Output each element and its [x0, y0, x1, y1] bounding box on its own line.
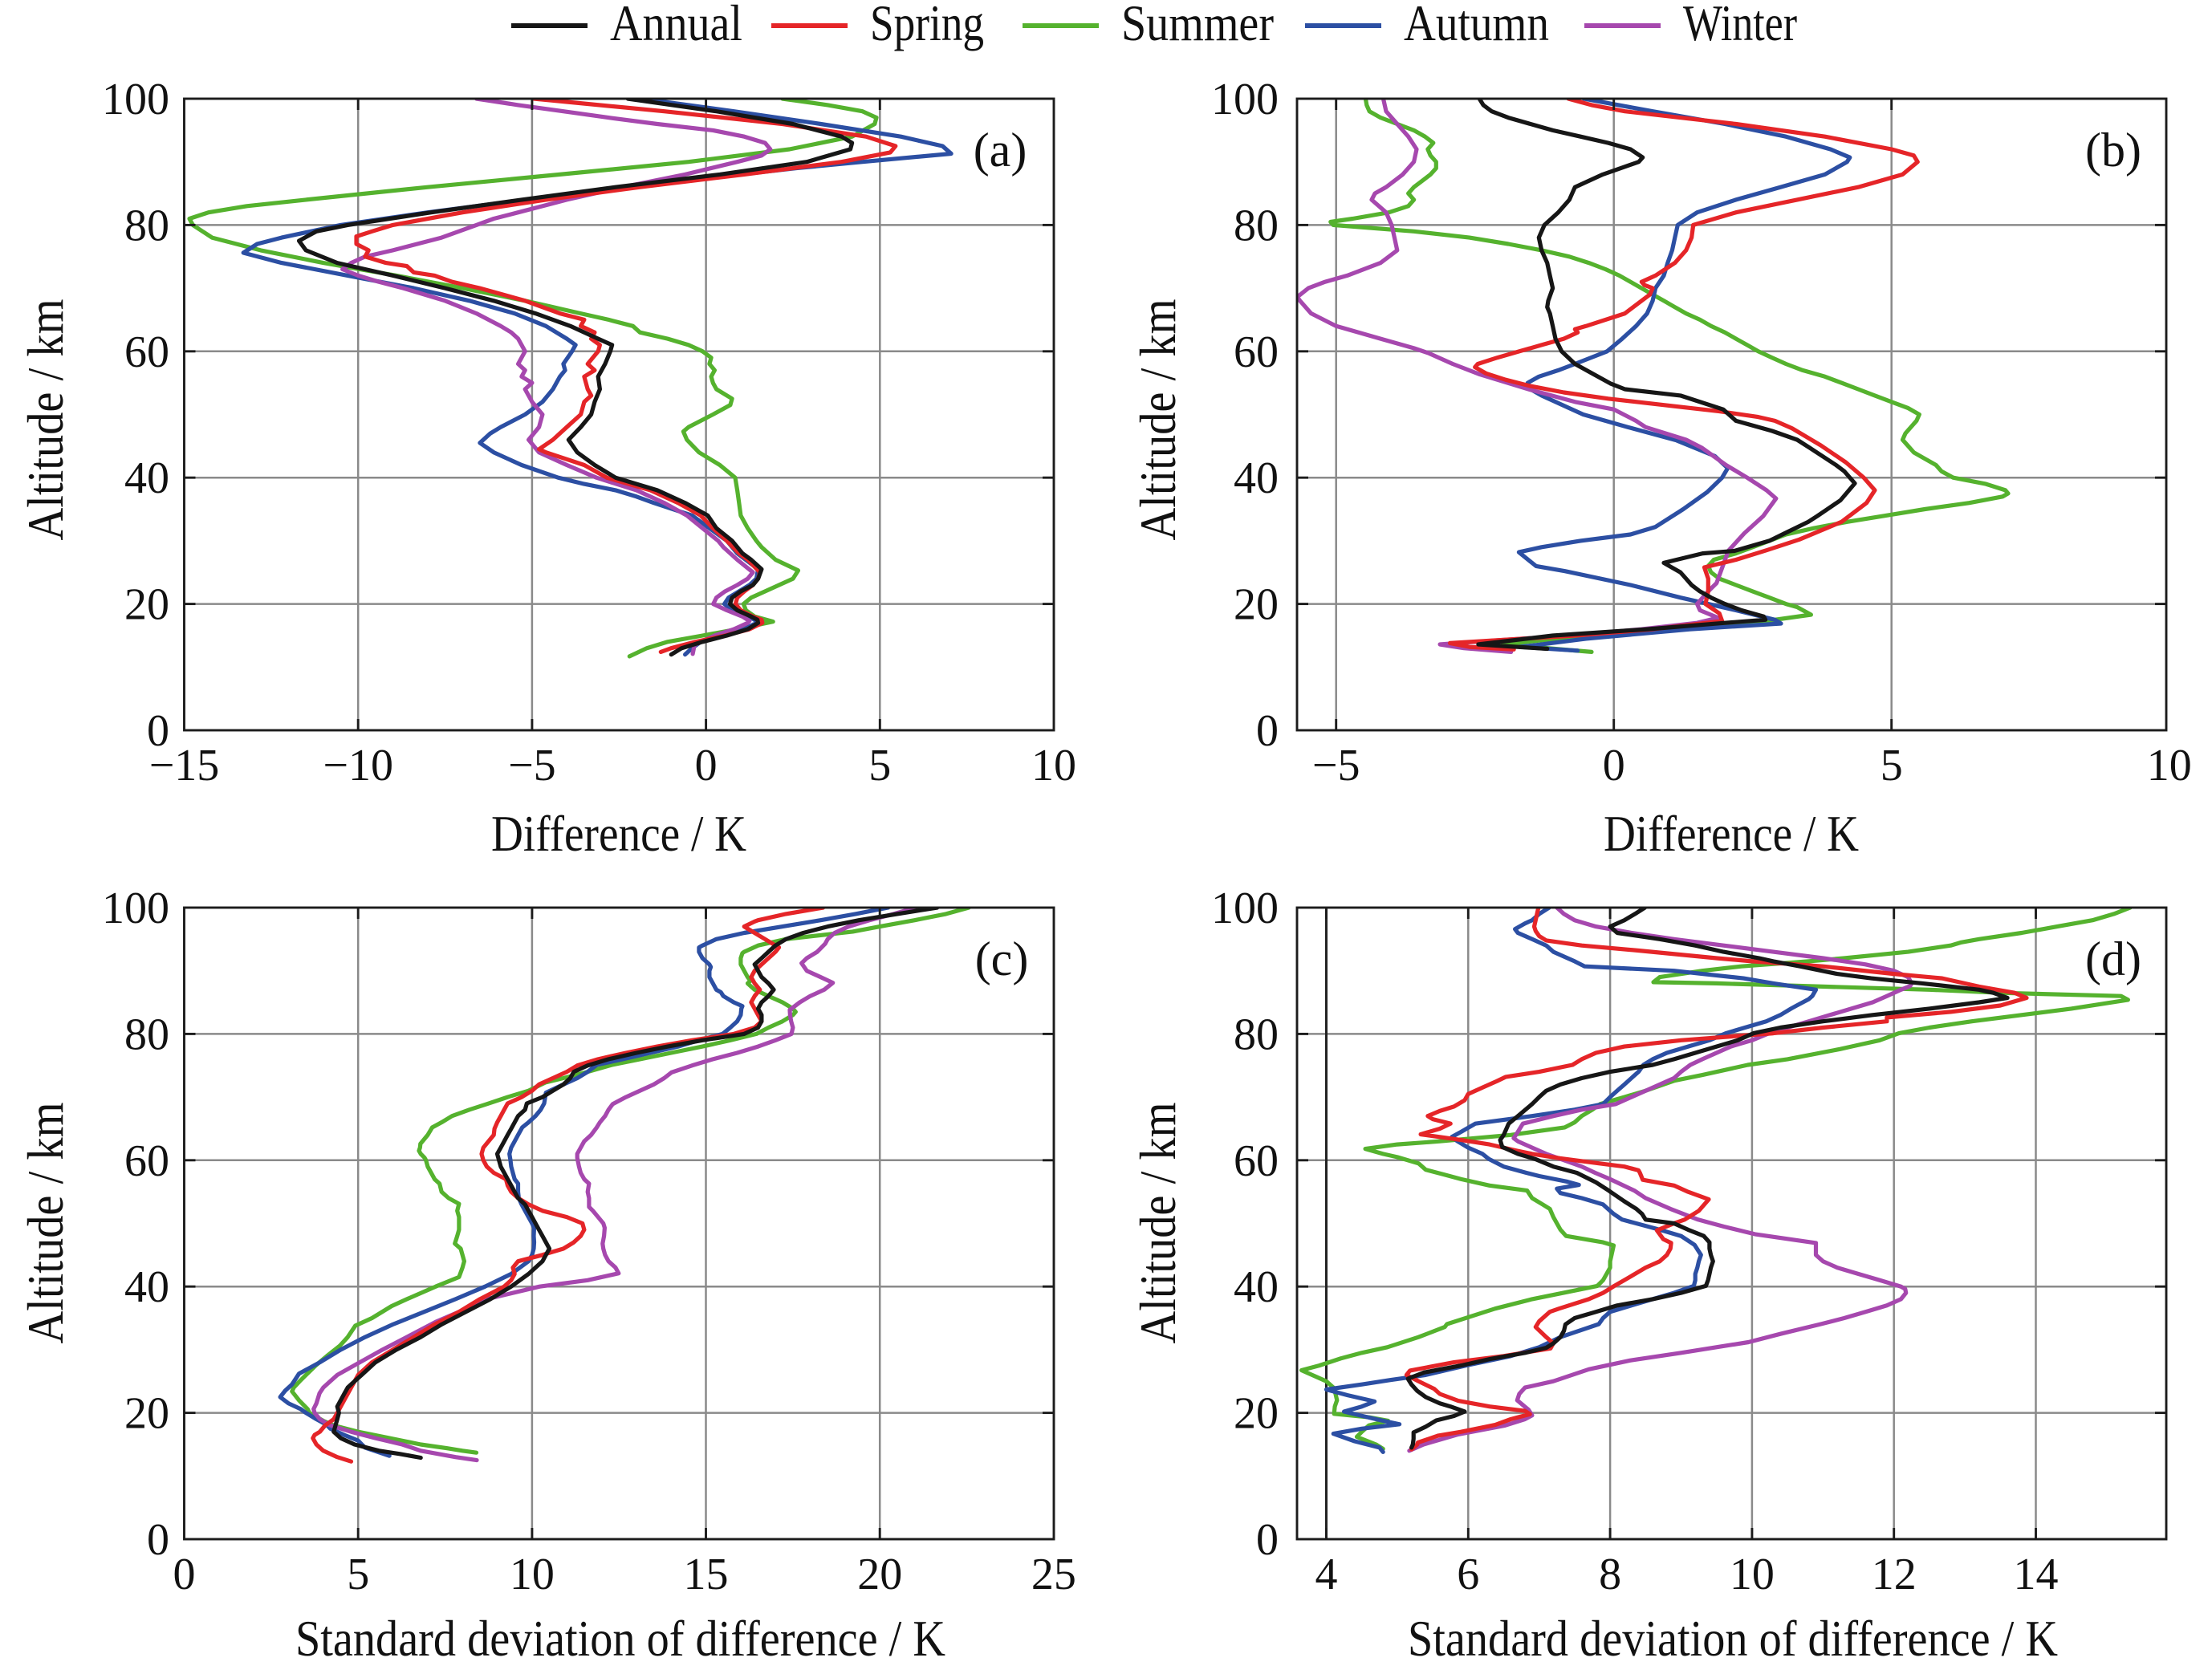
- svg-text:40: 40: [1234, 1262, 1279, 1312]
- svg-text:0: 0: [1256, 706, 1279, 756]
- svg-text:0: 0: [1603, 741, 1625, 790]
- svg-text:40: 40: [124, 453, 169, 503]
- svg-text:Altitude / km: Altitude / km: [18, 1103, 74, 1344]
- svg-text:40: 40: [124, 1262, 169, 1312]
- svg-text:(a): (a): [974, 124, 1027, 177]
- svg-text:(d): (d): [2085, 932, 2141, 985]
- svg-text:Difference / K: Difference / K: [491, 806, 746, 862]
- svg-text:20: 20: [124, 1389, 169, 1439]
- svg-text:Winter: Winter: [1683, 0, 1797, 51]
- svg-text:−10: −10: [323, 741, 393, 790]
- svg-text:Annual: Annual: [610, 0, 742, 51]
- svg-text:5: 5: [1881, 741, 1903, 790]
- svg-text:Altitude / km: Altitude / km: [1130, 1103, 1186, 1344]
- svg-text:6: 6: [1457, 1550, 1479, 1599]
- svg-text:100: 100: [1211, 75, 1279, 124]
- svg-text:25: 25: [1031, 1550, 1076, 1599]
- svg-text:40: 40: [1234, 453, 1279, 503]
- svg-text:60: 60: [1234, 1136, 1279, 1186]
- svg-text:−15: −15: [149, 741, 220, 790]
- svg-text:60: 60: [1234, 327, 1279, 377]
- svg-text:0: 0: [173, 1550, 196, 1599]
- svg-text:60: 60: [124, 1136, 169, 1186]
- svg-text:80: 80: [124, 1010, 169, 1059]
- svg-text:10: 10: [510, 1550, 555, 1599]
- svg-text:Standard deviation of differen: Standard deviation of difference / K: [1408, 1611, 2058, 1667]
- svg-text:10: 10: [1031, 741, 1076, 790]
- svg-text:60: 60: [124, 327, 169, 377]
- svg-text:20: 20: [1234, 580, 1279, 630]
- svg-text:Standard deviation of differen: Standard deviation of difference / K: [295, 1611, 945, 1667]
- svg-text:14: 14: [2014, 1550, 2059, 1599]
- svg-text:100: 100: [1211, 884, 1279, 933]
- svg-text:15: 15: [684, 1550, 729, 1599]
- svg-text:5: 5: [868, 741, 891, 790]
- svg-text:Autumn: Autumn: [1404, 0, 1549, 51]
- svg-text:Difference / K: Difference / K: [1604, 806, 1859, 862]
- svg-text:4: 4: [1315, 1550, 1338, 1599]
- svg-text:0: 0: [147, 1515, 169, 1565]
- svg-text:(b): (b): [2085, 124, 2141, 177]
- svg-text:0: 0: [147, 706, 169, 756]
- svg-text:−5: −5: [508, 741, 556, 790]
- svg-text:20: 20: [857, 1550, 902, 1599]
- svg-text:12: 12: [1872, 1550, 1917, 1599]
- svg-text:10: 10: [1730, 1550, 1775, 1599]
- svg-text:10: 10: [2147, 741, 2192, 790]
- svg-text:80: 80: [124, 201, 169, 250]
- svg-text:8: 8: [1599, 1550, 1621, 1599]
- svg-text:80: 80: [1234, 1010, 1279, 1059]
- svg-text:100: 100: [102, 75, 169, 124]
- svg-text:(c): (c): [975, 932, 1029, 985]
- svg-text:80: 80: [1234, 201, 1279, 250]
- svg-text:100: 100: [102, 884, 169, 933]
- svg-text:5: 5: [347, 1550, 369, 1599]
- svg-text:Spring: Spring: [870, 0, 984, 51]
- svg-text:−5: −5: [1312, 741, 1360, 790]
- svg-text:20: 20: [124, 580, 169, 630]
- svg-text:Altitude / km: Altitude / km: [1130, 299, 1186, 541]
- svg-text:Summer: Summer: [1121, 0, 1274, 51]
- svg-text:Altitude / km: Altitude / km: [18, 299, 74, 541]
- svg-text:0: 0: [695, 741, 718, 790]
- svg-text:0: 0: [1256, 1515, 1279, 1565]
- svg-text:20: 20: [1234, 1389, 1279, 1439]
